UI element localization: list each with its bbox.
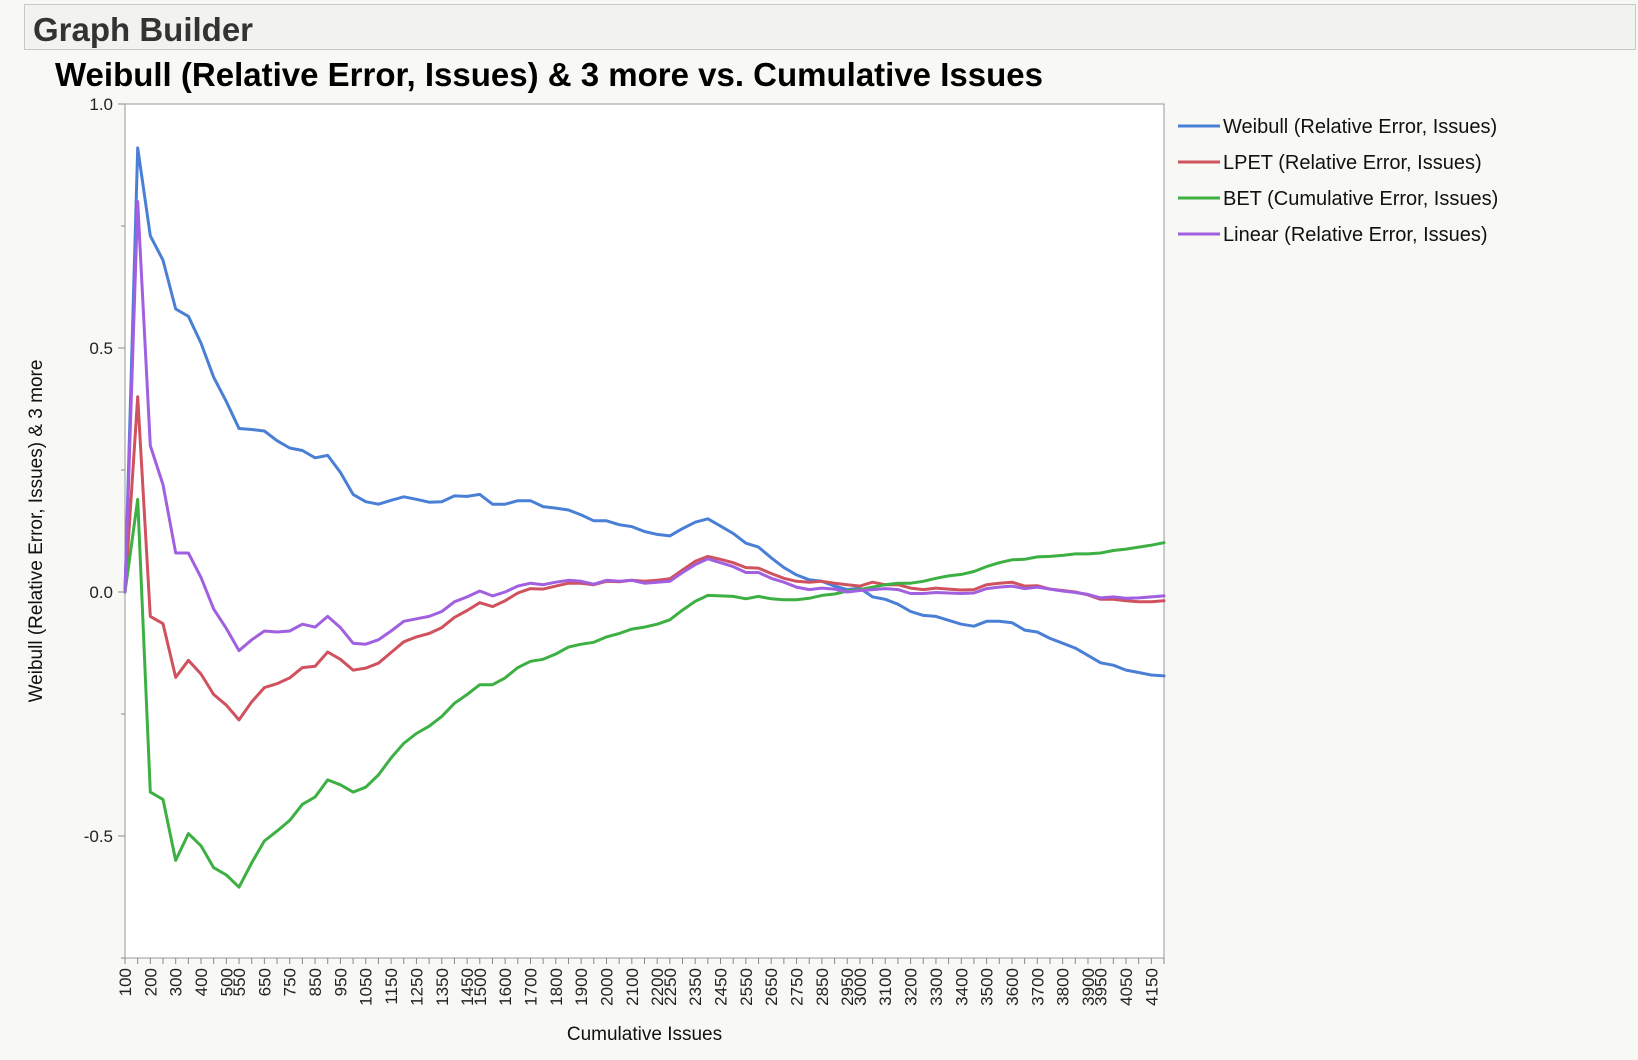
x-tick-label: 2450 bbox=[712, 968, 731, 1006]
x-tick-label: 3300 bbox=[927, 968, 946, 1006]
x-tick-label: 3100 bbox=[876, 968, 895, 1006]
x-tick-label: 4150 bbox=[1142, 968, 1161, 1006]
x-tick-label: 1800 bbox=[547, 968, 566, 1006]
legend-label: Weibull (Relative Error, Issues) bbox=[1223, 116, 1497, 138]
x-tick-label: 3500 bbox=[978, 968, 997, 1006]
x-tick-label: 1350 bbox=[433, 968, 452, 1006]
series-line-1 bbox=[123, 146, 1166, 678]
x-tick-label: 100 bbox=[116, 968, 135, 996]
series-layer bbox=[123, 146, 1166, 889]
x-tick-label: 2250 bbox=[661, 968, 680, 1006]
x-tick-label: 4050 bbox=[1117, 968, 1136, 1006]
legend-label: Linear (Relative Error, Issues) bbox=[1223, 224, 1488, 246]
x-tick-label: 400 bbox=[192, 968, 211, 996]
y-tick-label: 1.0 bbox=[89, 95, 113, 114]
y-axis-title: Weibull (Relative Error, Issues) & 3 mor… bbox=[26, 360, 47, 703]
x-tick-label: 3600 bbox=[1003, 968, 1022, 1006]
x-tick-label: 950 bbox=[331, 968, 350, 996]
x-tick-label: 2850 bbox=[813, 968, 832, 1006]
y-tick-label: -0.5 bbox=[84, 827, 113, 846]
x-tick-label: 850 bbox=[306, 968, 325, 996]
x-tick-label: 1600 bbox=[496, 968, 515, 1006]
y-tick-label: 0.0 bbox=[89, 583, 113, 602]
x-tick-label: 3800 bbox=[1054, 968, 1073, 1006]
x-tick-label: 3400 bbox=[952, 968, 971, 1006]
window-title: Graph Builder bbox=[33, 11, 254, 48]
chart-title: Weibull (Relative Error, Issues) & 3 mor… bbox=[55, 56, 1043, 93]
y-axis: -0.5 0.0 0.5 1.0 bbox=[84, 95, 125, 959]
legend-label: LPET (Relative Error, Issues) bbox=[1223, 152, 1482, 174]
x-tick-label: 3950 bbox=[1092, 968, 1111, 1006]
x-tick-label: 2200 bbox=[648, 968, 667, 1006]
x-tick-label: 2350 bbox=[686, 968, 705, 1006]
x-tick-label: 750 bbox=[281, 968, 300, 996]
x-tick-label: 1250 bbox=[407, 968, 426, 1006]
x-tick-label: 1500 bbox=[471, 968, 490, 1006]
y-tick-label: 0.5 bbox=[89, 339, 113, 358]
x-tick-label: 3700 bbox=[1028, 968, 1047, 1006]
x-tick-label: 2650 bbox=[762, 968, 781, 1006]
x-tick-label: 300 bbox=[167, 968, 186, 996]
x-tick-label: 1700 bbox=[521, 968, 540, 1006]
x-tick-label: 1900 bbox=[572, 968, 591, 1006]
x-tick-label: 200 bbox=[141, 968, 160, 996]
legend-label: BET (Cumulative Error, Issues) bbox=[1223, 188, 1498, 210]
x-tick-label: 550 bbox=[230, 968, 249, 996]
x-tick-label: 3900 bbox=[1079, 968, 1098, 1006]
x-tick-label: 3000 bbox=[851, 968, 870, 1006]
series-line-3 bbox=[123, 497, 1166, 889]
x-tick-label: 2750 bbox=[788, 968, 807, 1006]
x-tick-label: 1450 bbox=[458, 968, 477, 1006]
x-tick-label: 1150 bbox=[382, 968, 401, 1005]
x-tick-label: 500 bbox=[217, 968, 236, 996]
x-tick-label: 1050 bbox=[357, 968, 376, 1006]
graph-builder-titlebar: Graph Builder bbox=[24, 4, 1636, 50]
x-tick-label: 2000 bbox=[597, 968, 616, 1006]
x-tick-label: 650 bbox=[255, 968, 274, 996]
x-tick-label: 2100 bbox=[623, 968, 642, 1006]
x-tick-label: 2950 bbox=[838, 968, 857, 1006]
series-line-2 bbox=[123, 395, 1166, 722]
x-tick-label: 3200 bbox=[902, 968, 921, 1006]
legend: Weibull (Relative Error, Issues) LPET (Re… bbox=[1178, 116, 1498, 246]
x-axis-title: Cumulative Issues bbox=[567, 1024, 722, 1045]
x-tick-label: 2550 bbox=[737, 968, 756, 1006]
series-line-4 bbox=[123, 200, 1166, 653]
